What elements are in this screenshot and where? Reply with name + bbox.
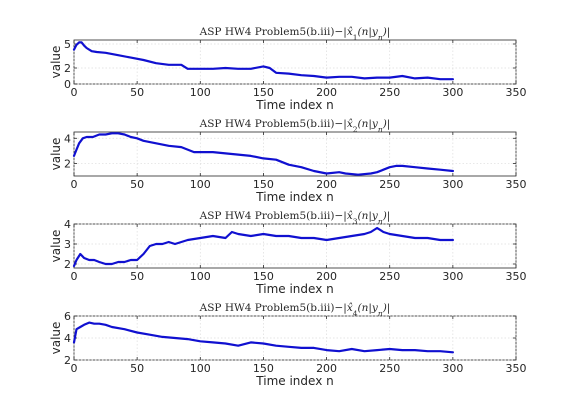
x-tick-label: 200 <box>316 362 337 375</box>
x-tick-label: 100 <box>190 178 211 191</box>
chart-title: ASP HW4 Problem5(b.iii)−|x̂2(n|yn)| <box>199 118 391 134</box>
x-tick-label: 350 <box>506 270 527 283</box>
y-tick-label: 2 <box>64 62 71 75</box>
chart-title: ASP HW4 Problem5(b.iii)−|x̂4(n|yn)| <box>199 302 391 318</box>
x-tick-label: 0 <box>71 270 78 283</box>
x-axis-label: Time index n <box>255 374 333 388</box>
y-tick-label: 2 <box>64 354 71 367</box>
x-tick-label: 250 <box>379 362 400 375</box>
x-tick-label: 100 <box>190 270 211 283</box>
x-tick-label: 300 <box>442 270 463 283</box>
y-tick-label: 3 <box>64 238 71 251</box>
x-tick-label: 50 <box>130 178 144 191</box>
y-tick-label: 2 <box>64 157 71 170</box>
y-tick-label: 4 <box>64 332 71 345</box>
subplot-4: 0 50 100 150 200 250 300 350 2 4 6 ASP HW4 Problem5… <box>49 302 527 388</box>
axes-box <box>73 39 517 85</box>
y-axis-label: value <box>49 322 63 355</box>
x-axis-label: Time index n <box>255 190 333 204</box>
x-tick-label: 150 <box>253 270 274 283</box>
x-tick-label: 150 <box>253 362 274 375</box>
chart-title: ASP HW4 Problem5(b.iii)−|x̂1(n|yn)| <box>199 26 391 42</box>
x-tick-label: 250 <box>379 270 400 283</box>
x-tick-label: 50 <box>130 86 144 99</box>
x-tick-label: 350 <box>506 178 527 191</box>
x-tick-label: 250 <box>379 86 400 99</box>
series-line <box>72 41 454 81</box>
y-axis-label: value <box>49 46 63 79</box>
x-tick-label: 250 <box>379 178 400 191</box>
y-tick-label: 4 <box>64 218 71 231</box>
series-line <box>72 132 454 176</box>
axes-box <box>73 223 517 269</box>
chart-title: ASP HW4 Problem5(b.iii)−|x̂3(n|yn)| <box>199 210 391 226</box>
x-tick-label: 300 <box>442 86 463 99</box>
x-tick-label: 50 <box>130 270 144 283</box>
x-tick-label: 0 <box>71 86 78 99</box>
x-axis-label: Time index n <box>255 98 333 112</box>
y-tick-label: 6 <box>64 310 71 323</box>
series-line <box>72 226 454 268</box>
x-tick-label: 0 <box>71 362 78 375</box>
series-line <box>72 321 454 354</box>
subplot-3: 0 50 100 150 200 250 300 350 2 3 4 ASP HW4 Problem5… <box>49 210 527 296</box>
y-tick-label: 2 <box>64 258 71 271</box>
x-tick-label: 200 <box>316 86 337 99</box>
x-axis-label: Time index n <box>255 282 333 296</box>
y-axis-label: value <box>49 230 63 263</box>
x-tick-label: 300 <box>442 362 463 375</box>
y-tick-label: 4 <box>64 132 71 145</box>
x-tick-label: 150 <box>253 178 274 191</box>
x-tick-label: 150 <box>253 86 274 99</box>
x-tick-label: 300 <box>442 178 463 191</box>
x-tick-label: 350 <box>506 86 527 99</box>
x-tick-label: 350 <box>506 362 527 375</box>
x-tick-label: 200 <box>316 270 337 283</box>
y-tick-label: 5 <box>64 38 71 51</box>
y-tick-label: 0 <box>64 78 71 91</box>
x-tick-label: 200 <box>316 178 337 191</box>
x-tick-label: 100 <box>190 86 211 99</box>
subplot-2: 0 50 100 150 200 250 300 350 2 4 ASP HW4 Problem5(… <box>49 118 527 204</box>
x-tick-label: 100 <box>190 362 211 375</box>
x-tick-label: 50 <box>130 362 144 375</box>
y-axis-label: value <box>49 138 63 171</box>
x-tick-label: 0 <box>71 178 78 191</box>
